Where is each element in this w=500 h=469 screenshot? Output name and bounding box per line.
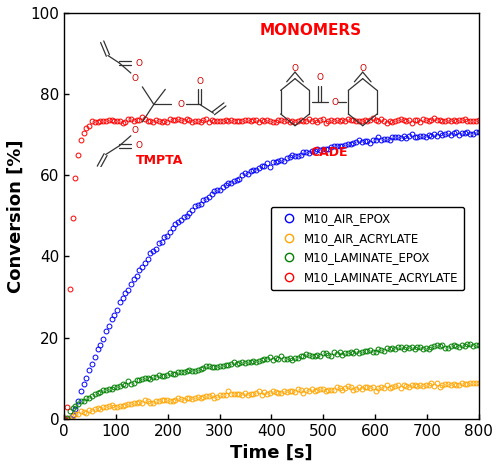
M10_AIR_EPOX — [473, 129, 479, 135]
M10_LAMINATE_ACRYLATE — [281, 119, 287, 124]
M10_AIR_ACRYLATE — [200, 394, 206, 400]
Legend: M10_AIR_EPOX, M10_AIR_ACRYLATE, M10_LAMINATE_EPOX, M10_LAMINATE_ACRYLATE: M10_AIR_EPOX, M10_AIR_ACRYLATE, M10_LAMI… — [271, 207, 464, 290]
M10_AIR_EPOX — [281, 159, 287, 164]
M10_LAMINATE_ACRYLATE — [139, 114, 145, 120]
Line: M10_AIR_EPOX: M10_AIR_EPOX — [62, 129, 481, 421]
M10_AIR_EPOX — [350, 141, 356, 146]
M10_LAMINATE_EPOX — [404, 345, 409, 350]
M10_AIR_EPOX — [406, 133, 412, 139]
M10_LAMINATE_EPOX — [278, 354, 284, 359]
M10_AIR_EPOX — [298, 152, 304, 158]
M10_LAMINATE_ACRYLATE — [476, 117, 482, 123]
M10_AIR_ACRYLATE — [61, 416, 67, 421]
Text: MONOMERS: MONOMERS — [260, 23, 362, 38]
Line: M10_LAMINATE_EPOX: M10_LAMINATE_EPOX — [62, 342, 481, 421]
M10_AIR_EPOX — [61, 416, 67, 421]
M10_AIR_ACRYLATE — [298, 387, 304, 393]
M10_AIR_ACRYLATE — [67, 416, 73, 421]
M10_LAMINATE_EPOX — [348, 349, 354, 355]
M10_LAMINATE_ACRYLATE — [406, 117, 412, 122]
M10_AIR_EPOX — [200, 197, 206, 203]
M10_LAMINATE_ACRYLATE — [228, 117, 234, 123]
M10_LAMINATE_ACRYLATE — [61, 416, 67, 422]
M10_LAMINATE_EPOX — [198, 366, 203, 371]
M10_LAMINATE_EPOX — [226, 363, 232, 368]
Line: M10_AIR_ACRYLATE: M10_AIR_ACRYLATE — [62, 380, 481, 421]
M10_AIR_ACRYLATE — [281, 388, 287, 394]
M10_LAMINATE_ACRYLATE — [298, 118, 304, 123]
M10_AIR_ACRYLATE — [476, 380, 482, 386]
M10_LAMINATE_EPOX — [295, 355, 301, 361]
M10_AIR_ACRYLATE — [473, 380, 479, 386]
M10_LAMINATE_ACRYLATE — [350, 117, 356, 123]
M10_AIR_ACRYLATE — [228, 392, 234, 397]
Line: M10_LAMINATE_ACRYLATE: M10_LAMINATE_ACRYLATE — [62, 115, 481, 421]
M10_LAMINATE_EPOX — [476, 343, 482, 348]
M10_AIR_EPOX — [228, 180, 234, 185]
X-axis label: Time [s]: Time [s] — [230, 444, 312, 462]
M10_AIR_EPOX — [476, 129, 482, 135]
M10_AIR_ACRYLATE — [350, 387, 356, 393]
M10_LAMINATE_EPOX — [61, 416, 67, 422]
M10_AIR_EPOX — [64, 416, 70, 422]
M10_LAMINATE_EPOX — [464, 341, 470, 347]
M10_LAMINATE_ACRYLATE — [200, 117, 206, 122]
M10_AIR_ACRYLATE — [406, 384, 412, 390]
Y-axis label: Conversion [%]: Conversion [%] — [7, 139, 25, 293]
